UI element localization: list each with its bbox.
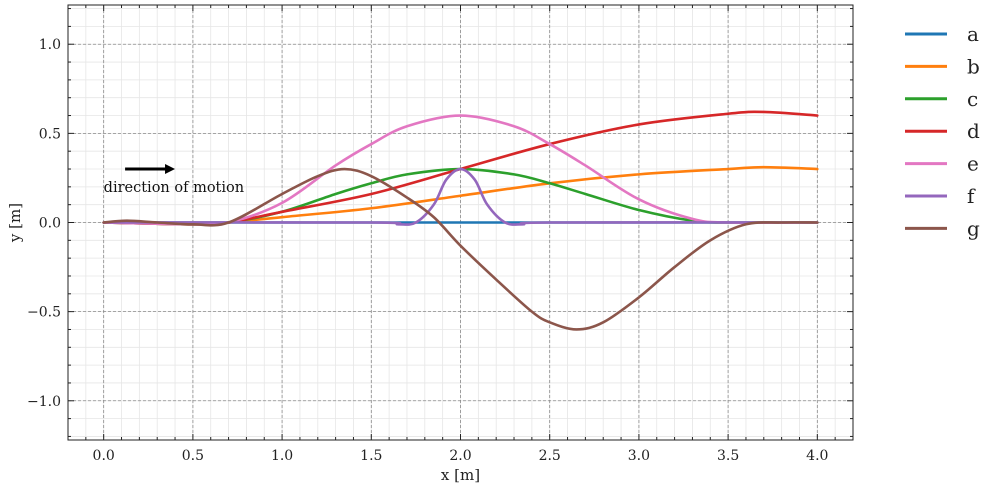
x-tick-label: 1.5 <box>360 448 382 464</box>
legend-label: b <box>967 54 980 78</box>
right-arrow-icon <box>165 164 176 175</box>
direction-annotation: direction of motion <box>104 164 244 196</box>
legend-label: a <box>967 22 979 46</box>
plot-frame <box>67 4 854 441</box>
x-tick-label: 3.5 <box>717 448 739 464</box>
legend-label: d <box>967 119 980 143</box>
x-tick-label: 3.0 <box>628 448 650 464</box>
series-line-g <box>102 167 819 331</box>
legend-label: e <box>967 152 979 176</box>
x-tick-label: 2.0 <box>449 448 471 464</box>
annotation-text: direction of motion <box>104 180 244 196</box>
x-tick-label: 0.5 <box>182 448 204 464</box>
legend-label: c <box>967 87 978 111</box>
y-tick-labels: −1.0 −0.5 0.0 0.5 1.0 <box>27 37 61 410</box>
series-lines <box>102 110 819 331</box>
series-line-f <box>102 167 819 226</box>
x-axis-label: x [m] <box>441 466 480 484</box>
y-tick-label: −1.0 <box>27 394 61 410</box>
x-tick-label: 0.0 <box>93 448 115 464</box>
legend-label: g <box>967 216 980 240</box>
x-tick-label: 2.5 <box>539 448 561 464</box>
x-tick-label: 1.0 <box>271 448 293 464</box>
x-tick-label: 4.0 <box>806 448 828 464</box>
x-tick-labels: 0.0 0.5 1.0 1.5 2.0 2.5 3.0 3.5 4.0 <box>93 448 829 464</box>
y-tick-label: −0.5 <box>27 305 61 321</box>
y-tick-label: 0.5 <box>39 126 61 142</box>
y-tick-label: 1.0 <box>39 37 61 53</box>
y-tick-label: 0.0 <box>39 216 61 232</box>
y-axis-label: y [m] <box>6 203 24 243</box>
legend-label: f <box>967 184 976 208</box>
